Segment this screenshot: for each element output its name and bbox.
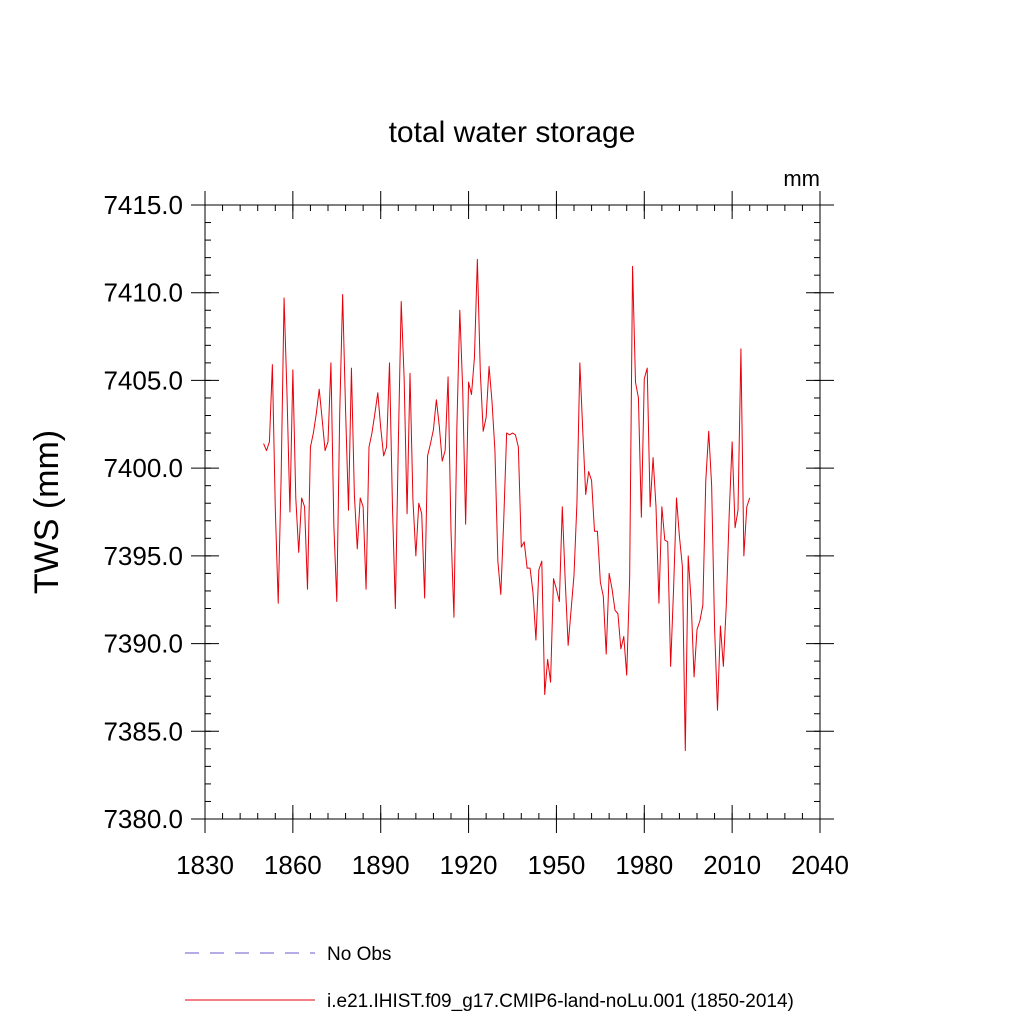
y-axis-ticks: 7380.0 7385.0 7390.0 7395.0 7400.0 7405.0 7410… bbox=[103, 190, 834, 834]
x-tick-label: 1830 bbox=[176, 850, 234, 880]
y-tick-label: 7395.0 bbox=[103, 541, 183, 571]
x-axis-ticks: 1830 1860 1890 1920 1950 1980 2010 2040 bbox=[176, 191, 849, 880]
legend-label-obs: No Obs bbox=[327, 944, 391, 965]
y-tick-label: 7390.0 bbox=[103, 629, 183, 659]
y-tick-label: 7415.0 bbox=[103, 190, 183, 220]
model-series-line bbox=[263, 258, 751, 752]
y-tick-label: 7400.0 bbox=[103, 453, 183, 483]
units-label: mm bbox=[783, 166, 820, 191]
y-tick-label: 7405.0 bbox=[103, 365, 183, 395]
axes bbox=[204, 204, 821, 820]
chart-title: total water storage bbox=[389, 116, 636, 149]
x-tick-label: 1950 bbox=[528, 850, 586, 880]
y-tick-label: 7410.0 bbox=[103, 278, 183, 308]
y-tick-label: 7385.0 bbox=[103, 716, 183, 746]
legend-label-model: i.e21.IHIST.f09_g17.CMIP6-land-noLu.001 … bbox=[327, 991, 794, 1012]
legend: No Obs i.e21.IHIST.f09_g17.CMIP6-land-no… bbox=[185, 944, 794, 1012]
x-tick-label: 2040 bbox=[791, 850, 849, 880]
y-tick-label: 7380.0 bbox=[103, 804, 183, 834]
x-tick-label: 1890 bbox=[352, 850, 410, 880]
plot-frame bbox=[204, 204, 821, 820]
y-axis-label: TWS (mm) bbox=[28, 430, 66, 594]
x-tick-label: 1860 bbox=[264, 850, 322, 880]
x-tick-label: 2010 bbox=[703, 850, 761, 880]
x-tick-label: 1920 bbox=[440, 850, 498, 880]
x-tick-label: 1980 bbox=[615, 850, 673, 880]
plot-lines bbox=[263, 258, 751, 752]
